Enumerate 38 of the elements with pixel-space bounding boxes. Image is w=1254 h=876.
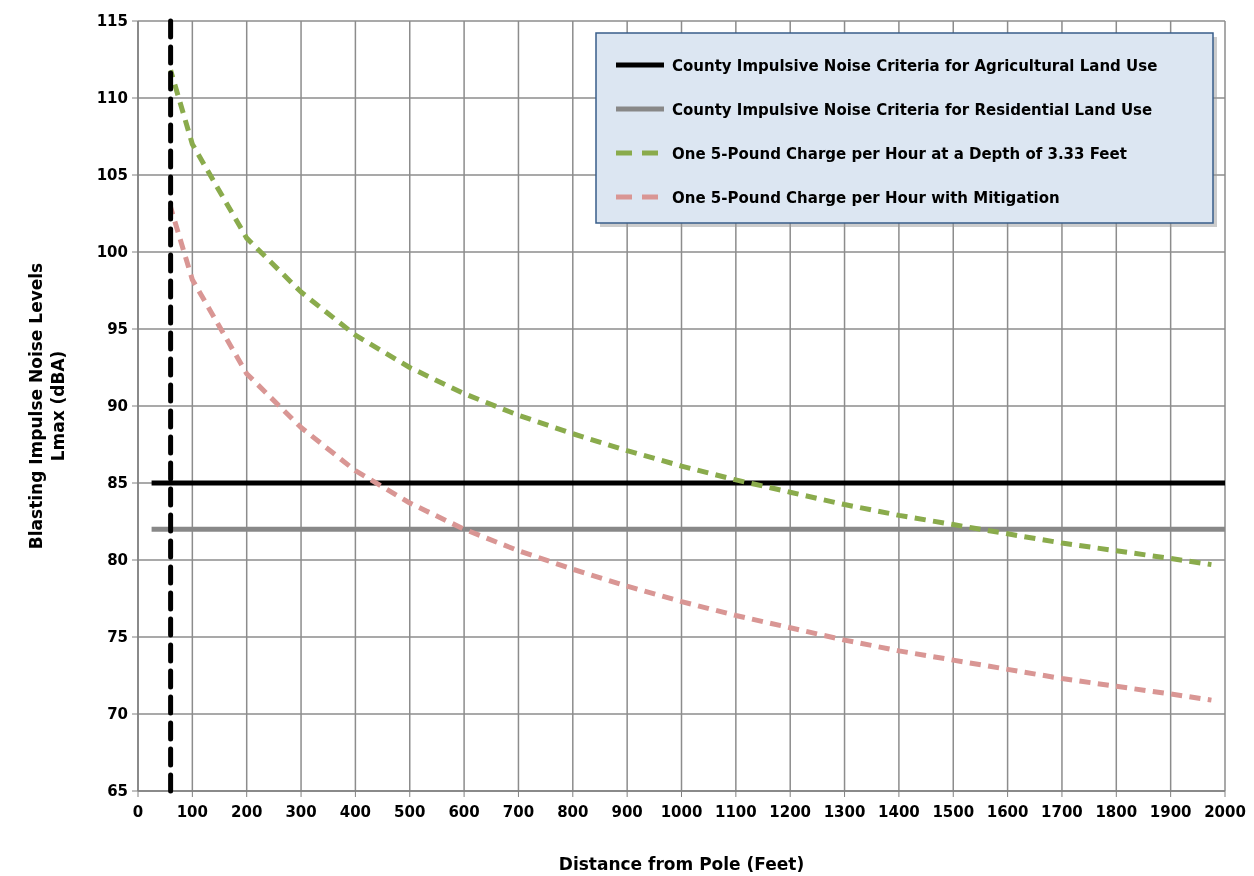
x-tick-label: 700 [502,803,535,821]
x-tick-label: 1900 [1149,803,1192,821]
y-tick-label: 100 [96,243,128,261]
x-tick-label: 500 [394,803,426,821]
y-tick-label: 90 [107,397,128,415]
x-tick-label: 1200 [769,803,812,821]
x-tick-label: 0 [132,803,144,821]
x-tick-label: 1700 [1041,803,1083,821]
x-tick-label: 600 [448,803,480,821]
x-tick-label: 300 [285,803,317,821]
x-tick-label: 1400 [878,803,920,821]
y-tick-label: 80 [107,551,128,569]
y-tick-label: 110 [96,89,128,107]
legend-label: One 5-Pound Charge per Hour with Mitigation [672,189,1060,207]
y-tick-label: 115 [96,12,128,30]
x-tick-label: 1300 [823,803,866,821]
x-tick-label: 1600 [986,803,1029,821]
y-tick-label: 105 [96,166,128,184]
x-axis-title: Distance from Pole (Feet) [558,854,805,874]
y-tick-label: 70 [107,705,128,723]
legend-label: One 5-Pound Charge per Hour at a Depth of 3.33 Feet [672,145,1127,163]
x-tick-label: 900 [611,803,643,821]
legend-label: County Impulsive Noise Criteria for Residential Land Use [672,101,1153,119]
y-tick-label: 95 [107,320,128,338]
x-tick-label: 1100 [714,803,757,821]
x-tick-label: 400 [339,803,372,821]
x-tick-label: 800 [557,803,589,821]
x-tick-label: 100 [176,803,209,821]
y-tick-label: 85 [107,474,128,492]
x-tick-label: 200 [231,803,263,821]
x-tick-label: 1000 [660,803,703,821]
legend-label: County Impulsive Noise Criteria for Agricultural Land Use [672,57,1158,75]
y-axis-title: Blasting Impulse Noise Levels Lmax (dBA) [26,262,68,550]
x-tick-label: 2000 [1204,803,1246,821]
y-tick-label: 75 [107,628,128,646]
y-tick-label: 65 [107,782,128,800]
x-tick-label: 1500 [932,803,975,821]
x-tick-label: 1800 [1095,803,1138,821]
